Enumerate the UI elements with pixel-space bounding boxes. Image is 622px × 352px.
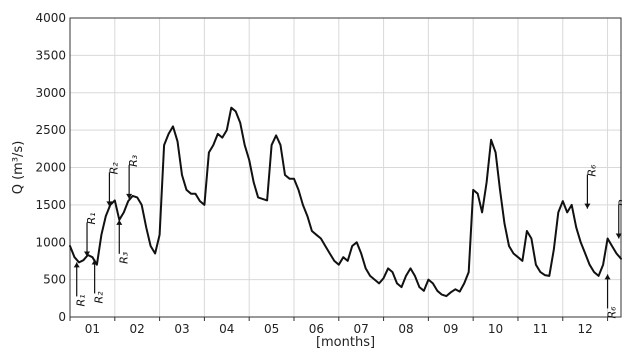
y-tick-label: 3500 bbox=[35, 48, 66, 62]
y-tick-label: 1000 bbox=[35, 235, 66, 249]
reach-marker-arrow bbox=[106, 201, 113, 207]
reach-marker-arrow bbox=[126, 193, 133, 199]
plot-frame bbox=[69, 17, 622, 318]
y-tick-label: 2000 bbox=[35, 161, 66, 175]
x-tick-label: 02 bbox=[130, 322, 145, 336]
reach-marker-arrow bbox=[584, 203, 591, 209]
y-tick-label: 1500 bbox=[35, 198, 66, 212]
x-tick-label: 09 bbox=[443, 322, 458, 336]
x-axis-label: [months] bbox=[316, 335, 375, 350]
reach-marker-label: R₃ bbox=[117, 251, 130, 264]
grid bbox=[69, 17, 622, 318]
x-tick-label: 12 bbox=[578, 322, 593, 336]
reach-marker-label: R₇ bbox=[617, 194, 622, 207]
reach-marker-arrow bbox=[615, 233, 622, 239]
reach-marker-arrow bbox=[84, 251, 91, 257]
x-tick-label: 07 bbox=[354, 322, 369, 336]
reach-marker-label: R₃ bbox=[127, 154, 140, 167]
series-layer bbox=[69, 106, 622, 298]
reach-marker-arrow bbox=[91, 259, 98, 265]
x-tick-label: 08 bbox=[398, 322, 413, 336]
reach-marker-label: R₂ bbox=[93, 291, 106, 304]
ticks: 0 500 1000 1500 2000 2500 3000 3500 4000 01 02 03 04… bbox=[35, 11, 609, 336]
annotations: R₁ R₁ R₂ R₂ R₃ R₃ R₆ R₆ R₇ bbox=[73, 154, 622, 319]
x-tick-label: 03 bbox=[174, 322, 189, 336]
reach-marker-label: R₁ bbox=[85, 212, 98, 224]
x-tick-label: 11 bbox=[533, 322, 548, 336]
y-axis-label: Q (m³/s) bbox=[11, 141, 26, 195]
reach-marker-label: R₆ bbox=[585, 164, 598, 177]
reach-marker-label: R₁ bbox=[75, 294, 88, 306]
reach-marker-label: R₆ bbox=[606, 306, 619, 319]
reach-marker-arrow bbox=[73, 262, 80, 268]
discharge-series-line bbox=[69, 106, 622, 298]
y-tick-label: 4000 bbox=[35, 11, 66, 25]
y-tick-label: 3000 bbox=[35, 86, 66, 100]
reach-marker-label: R₂ bbox=[107, 162, 120, 175]
x-tick-label: 01 bbox=[85, 322, 100, 336]
x-tick-label: 05 bbox=[264, 322, 279, 336]
reach-marker-arrow bbox=[116, 219, 123, 225]
reach-marker-arrow bbox=[604, 274, 611, 280]
x-tick-label: 10 bbox=[488, 322, 503, 336]
y-tick-label: 2500 bbox=[35, 123, 66, 137]
y-tick-label: 0 bbox=[58, 310, 66, 324]
y-tick-label: 500 bbox=[43, 273, 66, 287]
x-tick-label: 06 bbox=[309, 322, 324, 336]
x-tick-label: 04 bbox=[219, 322, 234, 336]
